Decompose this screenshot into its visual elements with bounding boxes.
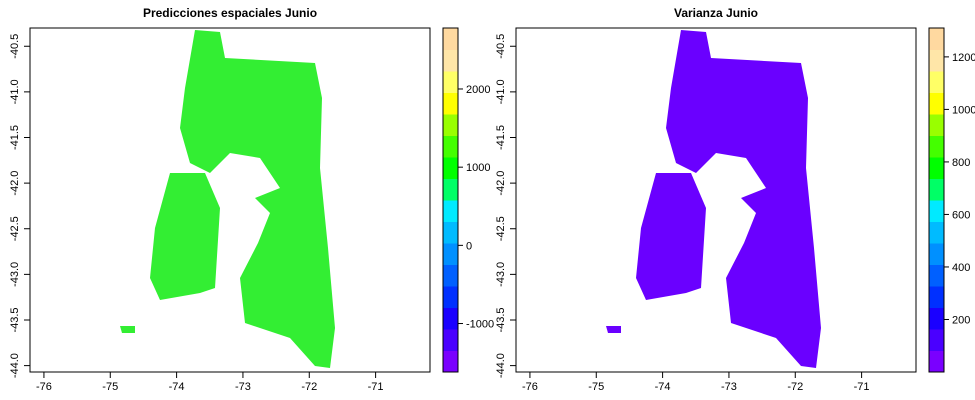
y-tick-label: -42.0	[9, 171, 21, 196]
x-tick-label: -75	[102, 381, 118, 393]
x-tick-label: -72	[301, 381, 317, 393]
x-tick-label: -74	[655, 381, 671, 393]
y-tick-label: -43.0	[495, 262, 507, 287]
plot-frame	[29, 27, 431, 373]
x-tick-label: -76	[522, 381, 538, 393]
colorbar-tick-label: 0	[466, 240, 472, 252]
land-raster	[606, 30, 821, 368]
colorbar-band	[443, 307, 458, 330]
colorbar-tick-label: 2000	[466, 84, 490, 96]
colorbar-band	[443, 135, 458, 158]
y-tick-label: -40.5	[9, 34, 21, 59]
x-tick-label: -72	[787, 381, 803, 393]
colorbar-band	[929, 114, 944, 136]
colorbar-band	[929, 307, 944, 330]
colorbar-band	[929, 221, 944, 244]
x-tick-label: -76	[36, 381, 52, 393]
colorbar-band	[929, 92, 944, 115]
y-tick-label: -42.5	[9, 216, 21, 241]
y-tick-label: -44.0	[9, 353, 21, 378]
plot-frame	[515, 27, 917, 373]
panel-title: Predicciones espaciales Junio	[143, 6, 317, 20]
x-tick-label: -71	[854, 381, 870, 393]
colorbar-band	[443, 28, 458, 50]
colorbar-band	[929, 286, 944, 308]
colorbar-band	[443, 264, 458, 287]
y-tick-label: -43.0	[9, 262, 21, 287]
panel-title: Varianza Junio	[674, 6, 758, 20]
y-tick-label: -41.5	[9, 125, 21, 150]
colorbar-band	[443, 92, 458, 115]
colorbar-band	[443, 71, 458, 93]
x-tick-label: -71	[368, 381, 384, 393]
colorbar-band	[443, 329, 458, 351]
y-tick-label: -43.5	[495, 307, 507, 332]
colorbar-band	[929, 71, 944, 93]
colorbar-frame	[928, 27, 945, 373]
colorbar-tick-label: 800	[952, 157, 970, 169]
y-tick-label: -42.5	[495, 216, 507, 241]
colorbar-band	[929, 350, 944, 373]
colorbar-tick-label: 1000	[466, 162, 490, 174]
colorbar-band	[929, 135, 944, 158]
colorbar-band	[443, 114, 458, 136]
colorbar-band	[443, 157, 458, 179]
y-tick-label: -40.5	[495, 34, 507, 59]
x-tick-label: -73	[235, 381, 251, 393]
colorbar-band	[929, 200, 944, 222]
y-tick-label: -42.0	[495, 171, 507, 196]
colorbar-band	[929, 178, 944, 201]
colorbar-tick-label: 1000	[952, 104, 975, 116]
x-tick-label: -75	[588, 381, 604, 393]
y-tick-label: -41.0	[9, 79, 21, 104]
colorbar-tick-label: 200	[952, 314, 970, 326]
colorbar-band	[929, 157, 944, 179]
colorbar-tick-label: 1200	[952, 52, 975, 64]
y-tick-label: -44.0	[495, 353, 507, 378]
colorbar-frame	[442, 27, 459, 373]
colorbar-band	[929, 329, 944, 351]
colorbar-band	[443, 200, 458, 222]
colorbar-band	[443, 49, 458, 72]
y-tick-label: -43.5	[9, 307, 21, 332]
colorbar-band	[929, 264, 944, 287]
panel-prediction: Predicciones espaciales Junio -76 -75 -74 -7…	[9, 6, 494, 393]
colorbar-tick-label: -1000	[466, 319, 494, 331]
y-tick-label: -41.0	[495, 79, 507, 104]
colorbar-band	[929, 49, 944, 72]
colorbar-band	[929, 243, 944, 265]
y-tick-label: -41.5	[495, 125, 507, 150]
land-raster	[120, 30, 335, 368]
colorbar-band	[929, 28, 944, 50]
colorbar-tick-label: 400	[952, 262, 970, 274]
colorbar-band	[443, 178, 458, 201]
x-tick-label: -74	[169, 381, 185, 393]
x-tick-label: -73	[721, 381, 737, 393]
panel-variance: Varianza Junio -76 -75 -74 -73 -72 -71 -40.5 -41…	[495, 6, 975, 393]
colorbar-band	[443, 286, 458, 308]
colorbar-tick-label: 600	[952, 209, 970, 221]
colorbar-band	[443, 221, 458, 244]
colorbar-band	[443, 350, 458, 373]
colorbar-band	[443, 243, 458, 265]
